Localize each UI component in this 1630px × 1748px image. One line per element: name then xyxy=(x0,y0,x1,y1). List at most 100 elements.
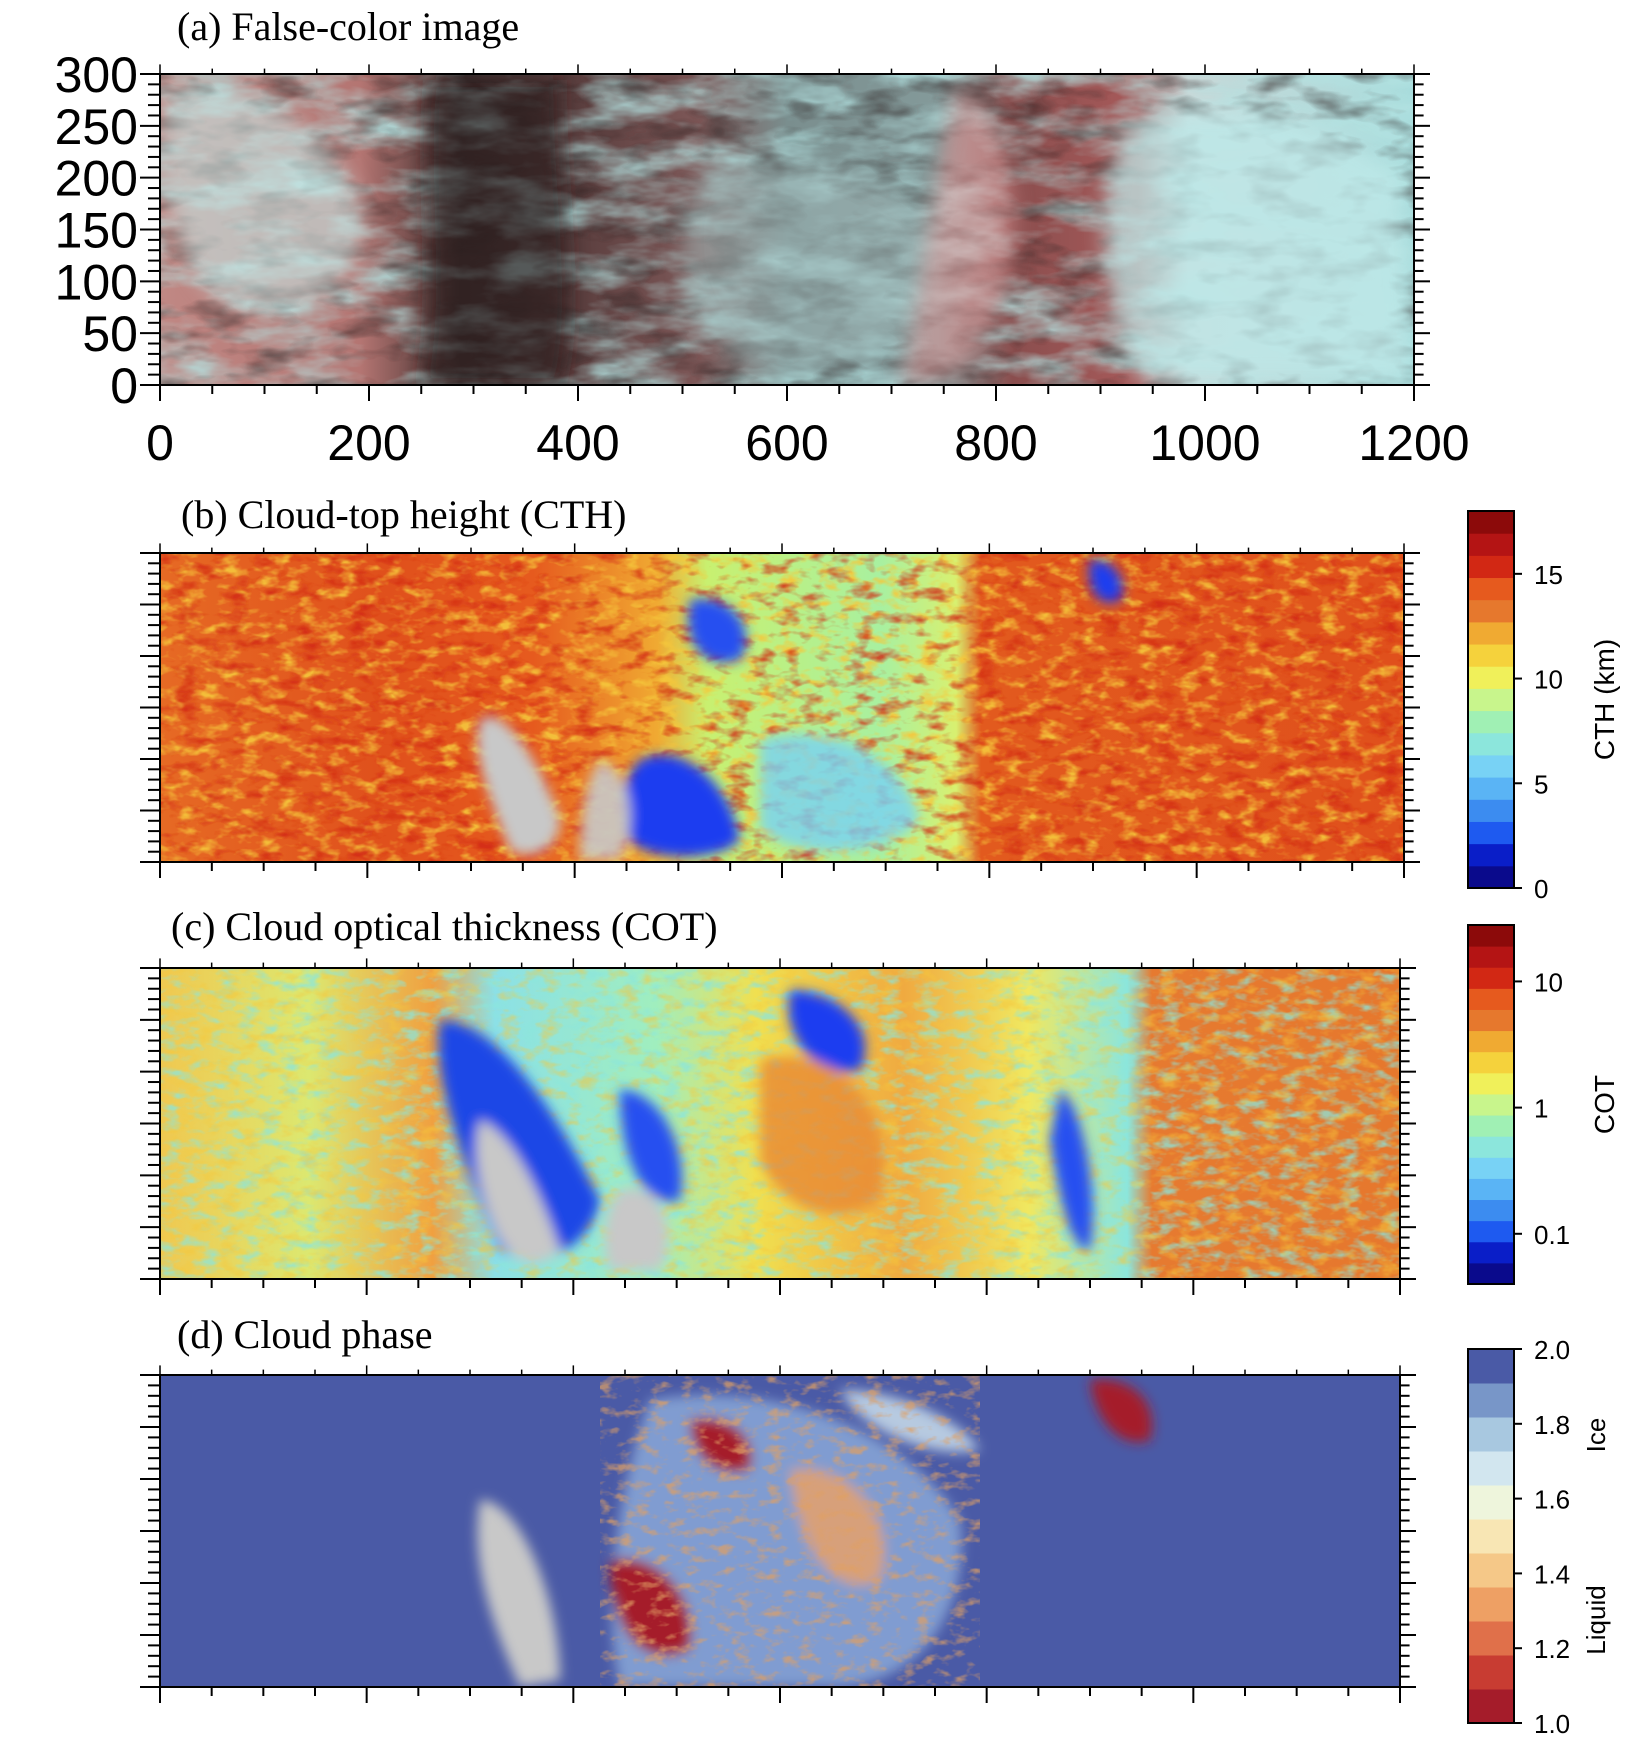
panel-title: (d) Cloud phase xyxy=(177,1312,433,1357)
colorbar-swatch xyxy=(1468,1136,1514,1158)
colorbar-swatch xyxy=(1468,644,1514,667)
colorbar-swatch xyxy=(1468,1655,1514,1690)
blue-streak xyxy=(438,1020,600,1258)
colorbar-tick-label: 0.1 xyxy=(1534,1220,1570,1250)
colorbar-swatch xyxy=(1468,777,1514,800)
x-tick-label: 1000 xyxy=(1149,415,1260,471)
colorbar-swatch xyxy=(1468,1349,1514,1384)
cyan-patch xyxy=(760,733,920,852)
colorbar-swatch xyxy=(1468,1072,1514,1095)
colorbar-swatch xyxy=(1468,821,1514,845)
colorbar-swatch xyxy=(1468,1115,1514,1137)
orange-core xyxy=(760,1056,884,1215)
colorbar-swatch xyxy=(1468,1519,1514,1554)
y-tick-label: 300 xyxy=(55,47,138,103)
colorbar-swatch xyxy=(1468,1383,1514,1418)
pink-edge xyxy=(900,90,1015,385)
panel-title: (a) False-color image xyxy=(177,4,519,49)
x-tick-label: 600 xyxy=(745,415,828,471)
grey-patch-2 xyxy=(580,760,631,860)
colorbar-swatch xyxy=(1468,1220,1514,1243)
colorbar-4: 1.0 1.2 1.4 1.6 1.8 2.0 Liquid Ice xyxy=(1467,1335,1611,1739)
liquid-patch-3 xyxy=(1090,1379,1152,1442)
colorbar-tick-label: 1.6 xyxy=(1534,1485,1570,1515)
colorbar-swatch xyxy=(1468,666,1514,689)
colorbar-swatch xyxy=(1468,1241,1514,1264)
colorbar-swatch xyxy=(1468,621,1514,645)
colorbar-swatch xyxy=(1468,946,1514,968)
cth-image xyxy=(160,553,1404,862)
colorbar-swatch xyxy=(1468,754,1514,778)
colorbar-swatch xyxy=(1468,710,1514,734)
colorbar-swatch xyxy=(1468,533,1514,556)
colorbar-swatch xyxy=(1468,555,1514,579)
colorbar-tick-label: 2.0 xyxy=(1534,1335,1570,1365)
x-tick-label: 800 xyxy=(954,415,1037,471)
blue-patch-2 xyxy=(688,598,747,663)
colorbar-label: COT xyxy=(1589,1075,1620,1134)
x-tick-label: 0 xyxy=(146,415,174,471)
colorbar-swatch xyxy=(1468,1009,1514,1032)
colorbar-tick-label: 1.0 xyxy=(1534,1709,1570,1739)
colorbar-tick-label: 1.8 xyxy=(1534,1410,1570,1440)
colorbar-swatch xyxy=(1468,732,1514,756)
colorbar-swatch xyxy=(1468,967,1514,989)
blue-patch-top xyxy=(788,990,866,1072)
colorbar-frame xyxy=(1467,1348,1515,1724)
colorbar-swatch xyxy=(1468,1621,1514,1656)
colorbar-label: CTH (km) xyxy=(1589,639,1620,760)
blue-patch-3 xyxy=(1089,559,1123,603)
y-tick-label: 250 xyxy=(55,99,138,155)
clear-center xyxy=(682,162,941,370)
ice-band-right xyxy=(1104,108,1410,381)
colorbar-swatch xyxy=(1468,865,1514,889)
cth-features xyxy=(477,559,1123,860)
cot-features xyxy=(438,990,1093,1270)
panel-title: (c) Cloud optical thickness (COT) xyxy=(171,904,718,949)
colorbar-3: 0.1 1 10 COT xyxy=(1467,924,1620,1285)
false-color-image xyxy=(160,74,1414,385)
colorbar-tick-label: 1.4 xyxy=(1534,1559,1570,1589)
colorbar-frame xyxy=(1467,924,1515,1285)
y-tick-label: 200 xyxy=(55,151,138,207)
colorbar-2: 0 5 10 15 CTH (km) xyxy=(1467,510,1620,904)
colorbar-tick-label: 0 xyxy=(1534,874,1548,904)
colorbar-swatch xyxy=(1468,988,1514,1010)
colorbar-swatch xyxy=(1468,1030,1514,1053)
grey-patch xyxy=(477,716,560,855)
colorbar-tick-label: 15 xyxy=(1534,560,1563,590)
grey-patch xyxy=(477,1500,560,1687)
blue-patch-1 xyxy=(623,754,740,857)
colorbar-class-label-ice: Ice xyxy=(1581,1418,1611,1453)
colorbar-tick-label: 1.2 xyxy=(1534,1634,1570,1664)
blue-streak-2 xyxy=(620,1090,682,1202)
colorbar-swatch xyxy=(1468,1051,1514,1074)
colorbar-swatch xyxy=(1468,1093,1514,1116)
y-tick-label: 150 xyxy=(55,203,138,259)
colorbar-swatch xyxy=(1468,925,1514,947)
colorbar-swatch xyxy=(1468,1553,1514,1588)
y-tick-label: 0 xyxy=(110,358,138,414)
phase-image xyxy=(160,1375,1400,1687)
colorbar-frame xyxy=(1467,510,1515,889)
axes-panel-2: (b) Cloud-top height (CTH) xyxy=(140,492,1420,878)
colorbar-tick-label: 1 xyxy=(1534,1094,1548,1124)
axes-panel-3: (c) Cloud optical thickness (COT) xyxy=(140,904,1416,1295)
colorbar-swatch xyxy=(1468,843,1514,867)
grey-patch xyxy=(604,1188,668,1270)
colorbar-swatch xyxy=(1468,599,1514,623)
y-tick-label: 50 xyxy=(82,306,138,362)
colorbar-swatch xyxy=(1468,799,1514,822)
cloud-bands xyxy=(162,80,1410,385)
colorbar-tick-label: 10 xyxy=(1534,665,1563,695)
colorbar-swatch xyxy=(1468,1485,1514,1520)
ice-band-left xyxy=(162,88,364,309)
colorbar-swatch xyxy=(1468,511,1514,534)
axes-panel-4: (d) Cloud phase xyxy=(140,1312,1416,1703)
dark-streak xyxy=(420,80,569,385)
colorbar-swatch xyxy=(1468,1157,1514,1179)
panel-title: (b) Cloud-top height (CTH) xyxy=(181,492,627,537)
colorbar-swatch xyxy=(1468,1417,1514,1452)
